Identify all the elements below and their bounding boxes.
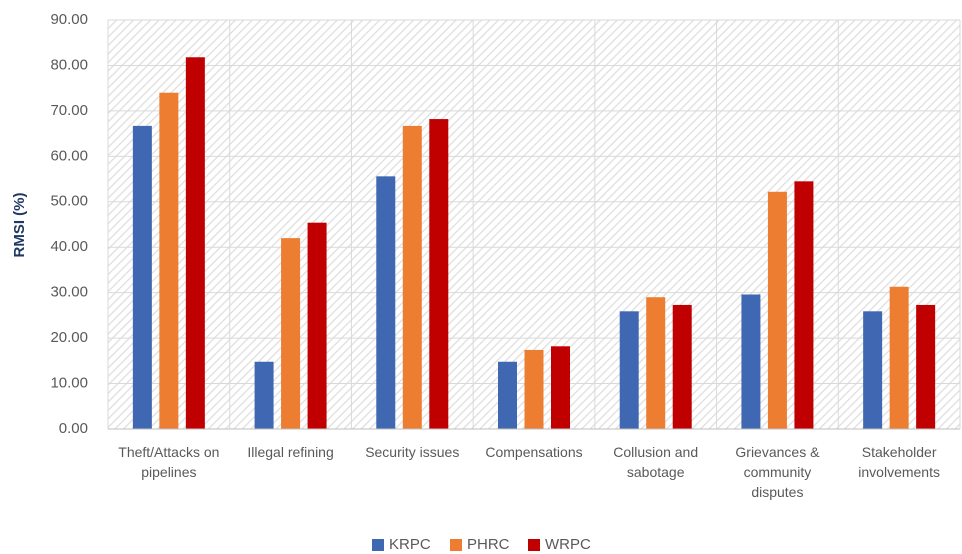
bar (254, 361, 274, 429)
y-axis-label: RMSI (%) (11, 193, 28, 258)
bar (619, 311, 639, 429)
bar (551, 346, 570, 429)
bar (281, 238, 301, 429)
legend-swatch (372, 539, 384, 551)
bar (429, 119, 449, 430)
legend-label: KRPC (389, 536, 431, 553)
bar (307, 222, 327, 429)
y-tick-label: 30.00 (50, 284, 88, 301)
bar (185, 57, 205, 430)
bar (402, 125, 422, 429)
y-tick-label: 10.00 (50, 375, 88, 392)
legend-label: WRPC (545, 536, 591, 553)
y-tick-label: 70.00 (50, 102, 88, 119)
y-tick-label: 60.00 (50, 147, 88, 164)
bar (741, 294, 761, 429)
x-tick-label: Illegal refining (247, 444, 334, 460)
y-tick-label: 0.00 (59, 420, 88, 437)
x-tick-label: Theft/Attacks on pipelines (118, 444, 220, 480)
y-tick-label: 20.00 (50, 329, 88, 346)
bar (889, 286, 909, 429)
bar (646, 297, 666, 429)
bar (672, 304, 692, 429)
x-tick-label: Security issues (365, 444, 460, 460)
y-tick-label: 80.00 (50, 56, 88, 73)
legend-swatch (528, 539, 540, 551)
x-tick-label: Stakeholder involvements (858, 444, 940, 480)
bar (863, 311, 883, 429)
bar (524, 349, 544, 429)
bar (498, 361, 517, 429)
bar (376, 176, 396, 429)
y-tick-label: 40.00 (50, 238, 88, 255)
bar (794, 181, 814, 429)
bar (159, 92, 179, 429)
x-tick-label: Grievances & community disputes (735, 444, 820, 500)
legend-swatch (450, 539, 462, 551)
y-tick-label: 90.00 (50, 11, 88, 28)
bar (767, 191, 787, 429)
bar (132, 125, 152, 429)
x-tick-label: Compensations (485, 444, 583, 460)
bar (916, 304, 936, 429)
legend-label: PHRC (467, 536, 510, 553)
x-tick-label: Collusion and sabotage (613, 444, 699, 480)
y-tick-label: 50.00 (50, 193, 88, 210)
